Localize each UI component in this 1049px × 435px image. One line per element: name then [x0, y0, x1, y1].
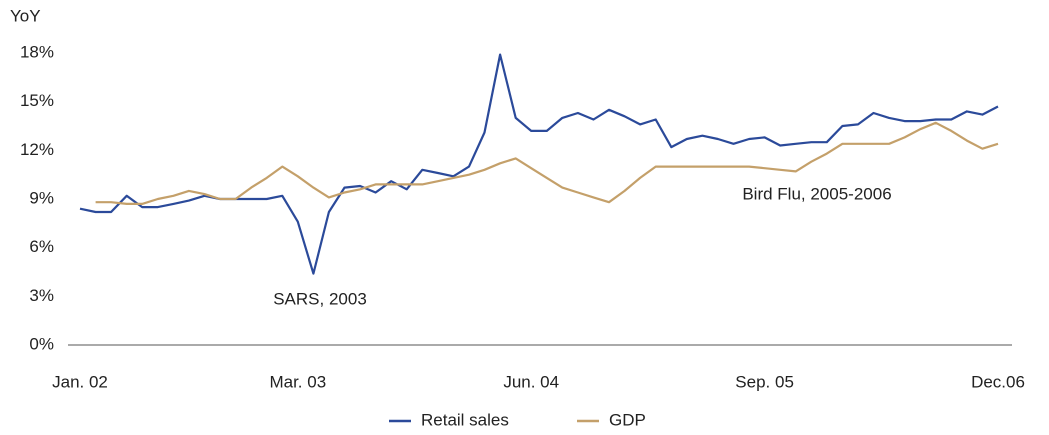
y-axis-label: YoY [10, 6, 41, 25]
x-tick-label: Jun. 04 [503, 372, 559, 391]
series-line [95, 121, 999, 205]
legend-label: Retail sales [421, 410, 509, 429]
y-tick-label: 18% [20, 42, 54, 61]
y-tick-label: 12% [20, 140, 54, 159]
y-tick-label: 6% [29, 237, 54, 256]
legend-label: GDP [609, 410, 646, 429]
annotation: Bird Flu, 2005-2006 [742, 184, 891, 203]
y-tick-label: 15% [20, 91, 54, 110]
x-tick-label: Mar. 03 [269, 372, 326, 391]
x-tick-label: Dec.06 [971, 372, 1025, 391]
y-tick-label: 3% [29, 286, 54, 305]
x-tick-label: Sep. 05 [735, 372, 794, 391]
annotation: SARS, 2003 [273, 289, 367, 308]
series-line [79, 53, 999, 275]
y-tick-label: 0% [29, 334, 54, 353]
y-tick-label: 9% [29, 188, 54, 207]
x-tick-label: Jan. 02 [52, 372, 108, 391]
